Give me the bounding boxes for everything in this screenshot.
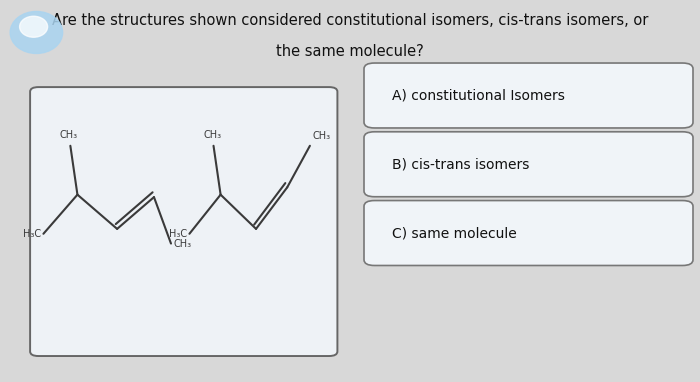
Text: C) same molecule: C) same molecule <box>392 226 517 240</box>
FancyBboxPatch shape <box>30 87 337 356</box>
Ellipse shape <box>10 11 63 53</box>
FancyBboxPatch shape <box>364 201 693 265</box>
Text: the same molecule?: the same molecule? <box>276 44 424 59</box>
Text: CH₃: CH₃ <box>60 130 78 140</box>
Text: CH₃: CH₃ <box>312 131 330 141</box>
Text: CH₃: CH₃ <box>203 130 221 140</box>
Ellipse shape <box>20 16 48 37</box>
Text: H₃C: H₃C <box>169 229 187 239</box>
Text: H₃C: H₃C <box>23 229 41 239</box>
Text: CH₃: CH₃ <box>174 239 191 249</box>
FancyBboxPatch shape <box>364 132 693 197</box>
FancyBboxPatch shape <box>364 63 693 128</box>
Text: Are the structures shown considered constitutional isomers, cis-trans isomers, o: Are the structures shown considered cons… <box>52 13 648 28</box>
Text: A) constitutional Isomers: A) constitutional Isomers <box>392 89 565 102</box>
Text: B) cis-trans isomers: B) cis-trans isomers <box>392 157 529 171</box>
